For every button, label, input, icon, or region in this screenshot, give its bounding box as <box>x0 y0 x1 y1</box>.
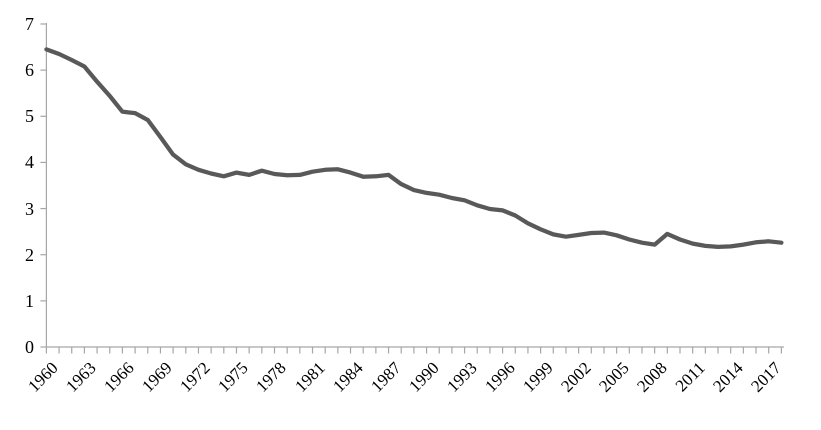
y-axis-tick-label: 4 <box>25 152 34 173</box>
y-axis-tick-label: 2 <box>25 244 34 265</box>
x-axis <box>45 346 784 354</box>
y-axis-tick-label: 6 <box>25 60 34 81</box>
data-series-line <box>44 47 784 250</box>
y-axis-tick-label: 0 <box>25 337 34 357</box>
y-axis-tick-label: 1 <box>25 290 34 311</box>
y-axis-tick-label: 3 <box>25 198 34 219</box>
y-axis <box>40 23 48 348</box>
y-axis-tick-label: 7 <box>25 14 34 34</box>
y-axis-tick-label: 5 <box>25 106 34 127</box>
